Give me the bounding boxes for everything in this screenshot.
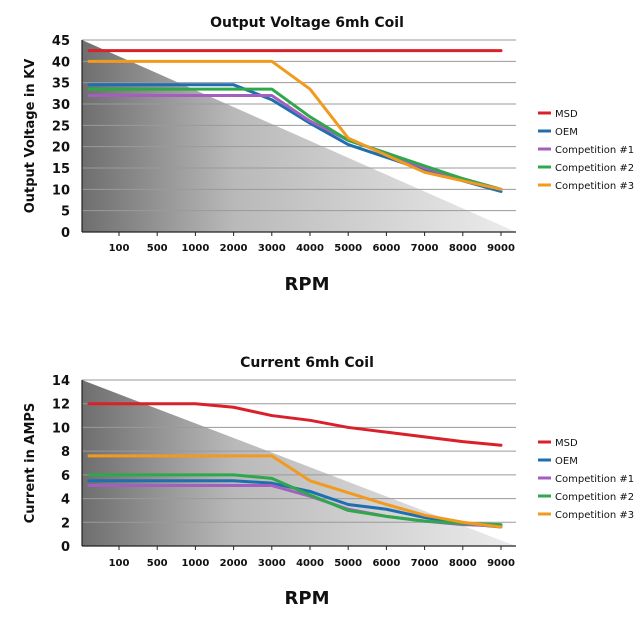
x-tick-label: 1000 <box>181 243 209 254</box>
x-tick-label: 7000 <box>411 243 439 254</box>
shaded-background <box>82 40 516 232</box>
y-tick-label: 10 <box>52 183 70 198</box>
x-tick-label: 2000 <box>220 558 248 569</box>
x-tick-label: 100 <box>109 243 130 254</box>
y-tick-label: 0 <box>61 226 70 241</box>
legend-label-competition-3: Competition #3 <box>555 510 634 521</box>
legend-label-competition-3: Competition #3 <box>555 181 634 192</box>
x-tick-label: 4000 <box>296 558 324 569</box>
y-tick-label: 0 <box>61 540 70 555</box>
legend-label-oem: OEM <box>555 456 578 467</box>
y-tick-label: 15 <box>52 162 70 177</box>
y-axis-label: Output Voltage in KV <box>23 59 38 214</box>
y-tick-label: 12 <box>52 398 70 413</box>
legend-label-competition-1: Competition #1 <box>555 145 634 156</box>
y-tick-label: 45 <box>52 34 70 49</box>
y-tick-label: 25 <box>52 119 70 134</box>
x-tick-label: 1000 <box>181 558 209 569</box>
series-line-competition-3 <box>87 59 503 191</box>
series-line-competition-2 <box>87 473 503 527</box>
y-tick-label: 5 <box>61 205 70 220</box>
y-tick-label: 14 <box>52 374 70 389</box>
x-tick-label: 4000 <box>296 243 324 254</box>
x-tick-label: 7000 <box>411 558 439 569</box>
y-tick-label: 6 <box>61 469 70 484</box>
x-tick-label: 5000 <box>334 243 362 254</box>
shaded-background <box>82 380 516 546</box>
legend-label-competition-2: Competition #2 <box>555 492 634 503</box>
series-line-competition-3 <box>87 454 503 529</box>
current-chart: 0 2 4 6 8 10 12 14 100 500 1000 2000 3000 4000 5000 600… <box>23 355 634 609</box>
series-line-oem <box>87 479 503 529</box>
x-tick-label: 6000 <box>372 558 400 569</box>
chart-title: Current 6mh Coil <box>240 355 374 371</box>
x-tick-label: 2000 <box>220 243 248 254</box>
series-line-competition-2 <box>87 87 503 191</box>
y-tick-label: 35 <box>52 77 70 92</box>
y-tick-label: 10 <box>52 421 70 436</box>
x-tick-label: 500 <box>147 243 168 254</box>
legend-label-competition-2: Competition #2 <box>555 163 634 174</box>
x-tick-label: 100 <box>109 558 130 569</box>
y-tick-label: 30 <box>52 98 70 113</box>
x-tick-label: 9000 <box>487 243 515 254</box>
x-tick-label: 3000 <box>258 558 286 569</box>
y-tick-label: 40 <box>52 55 70 70</box>
y-axis-label: Current in AMPS <box>23 403 38 524</box>
x-axis-label: RPM <box>285 274 330 295</box>
voltage-chart: 0 5 10 15 20 25 30 35 40 45 100 500 1000 2000 3000 4000… <box>23 15 634 295</box>
chart-title: Output Voltage 6mh Coil <box>210 15 404 31</box>
y-tick-label: 8 <box>61 445 70 460</box>
x-tick-label: 8000 <box>449 558 477 569</box>
x-tick-label: 3000 <box>258 243 286 254</box>
y-tick-label: 2 <box>61 516 70 531</box>
series-line-msd <box>87 402 503 447</box>
legend-label-msd: MSD <box>555 109 578 120</box>
x-tick-label: 8000 <box>449 243 477 254</box>
x-tick-label: 6000 <box>372 243 400 254</box>
y-tick-label: 4 <box>61 493 70 508</box>
x-axis-label: RPM <box>285 588 330 609</box>
x-tick-label: 500 <box>147 558 168 569</box>
legend-label-oem: OEM <box>555 127 578 138</box>
x-tick-label: 5000 <box>334 558 362 569</box>
y-tick-label: 20 <box>52 141 70 156</box>
x-tick-label: 9000 <box>487 558 515 569</box>
legend-label-msd: MSD <box>555 438 578 449</box>
legend-label-competition-1: Competition #1 <box>555 474 634 485</box>
